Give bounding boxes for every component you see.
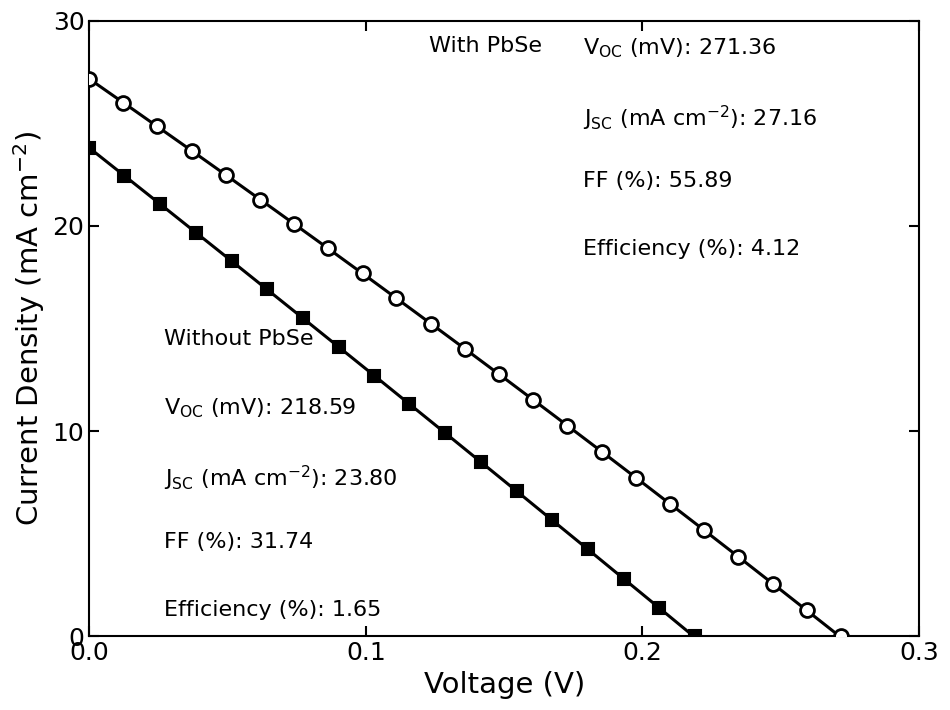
X-axis label: Voltage (V): Voltage (V): [424, 671, 585, 699]
Text: $\mathregular{V_{OC}}$ (mV): 271.36: $\mathregular{V_{OC}}$ (mV): 271.36: [583, 36, 776, 60]
Text: $\mathregular{J_{SC}}$ (mA cm$^{-2}$): 27.16: $\mathregular{J_{SC}}$ (mA cm$^{-2}$): 2…: [583, 104, 817, 133]
Y-axis label: Current Density (mA cm$^{-2}$): Current Density (mA cm$^{-2}$): [11, 131, 47, 526]
Text: $\mathregular{J_{SC}}$ (mA cm$^{-2}$): 23.80: $\mathregular{J_{SC}}$ (mA cm$^{-2}$): 2…: [164, 464, 398, 493]
Text: Efficiency (%): 4.12: Efficiency (%): 4.12: [583, 239, 800, 259]
Text: FF (%): 55.89: FF (%): 55.89: [583, 172, 732, 192]
Text: Efficiency (%): 1.65: Efficiency (%): 1.65: [164, 599, 381, 620]
Text: Without PbSe: Without PbSe: [164, 329, 314, 349]
Text: $\mathregular{V_{OC}}$ (mV): 218.59: $\mathregular{V_{OC}}$ (mV): 218.59: [164, 396, 356, 420]
Text: FF (%): 31.74: FF (%): 31.74: [164, 532, 314, 552]
Text: With PbSe: With PbSe: [429, 36, 542, 56]
